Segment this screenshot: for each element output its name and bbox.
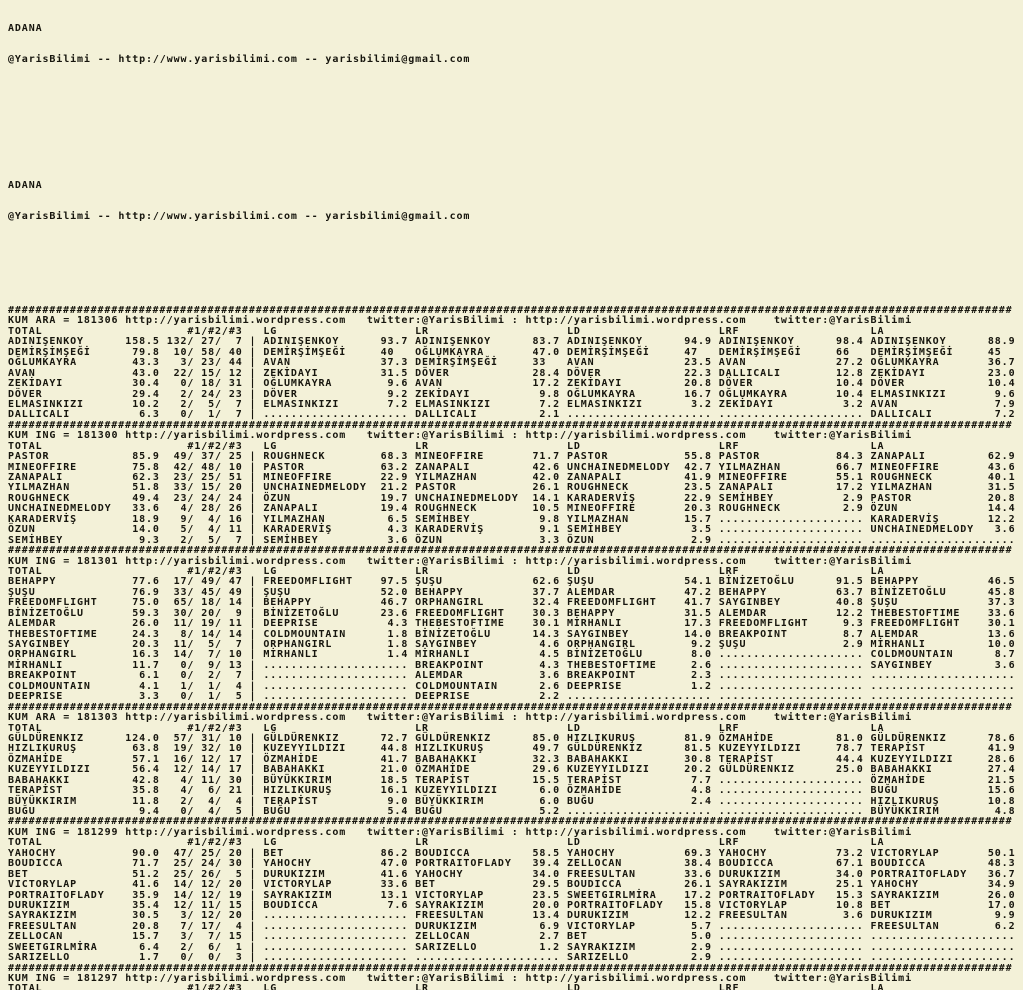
horse-row: COLDMOUNTAIN 4.1 1/ 1/ 4 | .............… <box>8 680 1016 692</box>
horse-row: DEMİRŞİMŞEĞİ 79.8 10/ 58/ 40 | DEMİRŞİMŞ… <box>8 346 1016 358</box>
byline-line: @YarisBilimi -- http://www.yarisbilimi.c… <box>8 54 471 66</box>
horse-row: KARADERVİŞ 18.9 9/ 4/ 16 | YILMAZHAN 6.5… <box>8 513 1016 525</box>
horse-row: BET 51.2 25/ 26/ 5 | DURUKIZIM 41.6 YAHO… <box>8 868 1016 880</box>
race-title-line: KUM ING = 181300 http://yarisbilimi.word… <box>8 430 912 442</box>
horse-row: ŞUŞU 76.9 33/ 45/ 49 | ŞUŞU 52.0 BEHAPPY… <box>8 586 1016 598</box>
horse-row: OĞLUMKAYRA 43.3 3/ 23/ 44 | AVAN 37.3 DE… <box>8 357 1016 369</box>
races: ########################################… <box>8 305 1023 990</box>
race-columns-line: TOTAL #1/#2/#3 LG LR LD LRF LA <box>8 325 885 337</box>
horse-row: BUĞU 9.4 0/ 4/ 5 | BUĞU 5.4 BUĞU 5.2 ...… <box>8 806 1016 817</box>
horse-row: SAYGINBEY 20.3 11/ 5/ 7 | ORPHANGIRL 1.8… <box>8 639 1016 650</box>
horse-row: BREAKPOINT 6.1 0/ 2/ 7 | ...............… <box>8 670 1016 682</box>
hash-separator: ########################################… <box>8 545 1013 557</box>
horse-row: BABAHAKKI 42.8 4/ 11/ 30 | BÜYÜKKIRIM 18… <box>8 774 1016 786</box>
horse-row: MİRHANLI 11.7 0/ 9/ 13 | ...............… <box>8 659 1016 671</box>
horse-row: THEBESTOFTIME 24.3 8/ 14/ 14 | COLDMOUNT… <box>8 628 1016 640</box>
horse-row: BÜYÜKKIRIM 11.8 2/ 4/ 4 | TERAPİST 9.0 B… <box>8 795 1016 807</box>
race-columns-line: TOTAL #1/#2/#3 LG LR LD LRF LA <box>8 983 885 990</box>
hash-separator: ########################################… <box>8 701 1013 713</box>
horse-row: YAHOCHY 90.0 47/ 25/ 20 | BET 86.2 BOUDI… <box>8 847 1016 859</box>
horse-row: AVAN 43.0 22/ 15/ 12 | ZEKİDAYI 31.5 DÖV… <box>8 367 1016 379</box>
horse-row: DURUKIZIM 35.4 12/ 11/ 15 | BOUDICCA 7.6… <box>8 899 1016 911</box>
horse-row: ROUGHNECK 49.4 23/ 24/ 24 | ÖZUN 19.7 UN… <box>8 492 1016 504</box>
horse-row: YILMAZHAN 51.8 33/ 15/ 20 | UNCHAINEDMEL… <box>8 482 1016 494</box>
horse-row: KUZEYYILDIZI 56.4 12/ 14/ 17 | BABAHAKKI… <box>8 764 1016 776</box>
horse-row: FREEDOMFLIGHT 75.0 65/ 18/ 14 | BEHAPPY … <box>8 597 1016 609</box>
hash-separator: ########################################… <box>8 419 1013 431</box>
horse-row: ALEMDAR 26.0 11/ 19/ 11 | DEEPRISE 4.3 T… <box>8 618 1016 630</box>
horse-row: MINEOFFIRE 75.8 42/ 48/ 10 | PASTOR 63.2… <box>8 461 1016 473</box>
horse-row: SAYRAKIZIM 30.5 3/ 12/ 20 | ............… <box>8 910 1016 922</box>
city-line: ADANA <box>8 22 43 34</box>
horse-row: SWEETGIRLMİRA 6.4 2/ 6/ 1 | ............… <box>8 941 1016 953</box>
horse-row: TERAPİST 35.8 4/ 6/ 21 | HIZLIKURUŞ 16.1… <box>8 785 1016 797</box>
horse-row: UNCHAINEDMELODY 33.6 4/ 28/ 26 | ZANAPAL… <box>8 503 1016 515</box>
hash-separator: ########################################… <box>8 816 1013 828</box>
race-title-line: KUM ARA = 181306 http://yarisbilimi.word… <box>8 315 912 327</box>
horse-row: FREESULTAN 20.8 7/ 17/ 4 | .............… <box>8 920 1016 932</box>
horse-row: VICTORYLAP 41.6 14/ 12/ 20 | VICTORYLAP … <box>8 879 1016 891</box>
horse-row: BİNİZETOĞLU 59.3 30/ 20/ 9 | BİNİZETOĞLU… <box>8 607 1016 619</box>
hash-separator: ########################################… <box>8 962 1013 974</box>
blank-line <box>8 275 1023 285</box>
horse-row: ZANAPALI 62.3 23/ 25/ 51 | MINEOFFIRE 22… <box>8 472 1016 483</box>
race-columns-line: TOTAL #1/#2/#3 LG LR LD LRF LA <box>8 440 885 452</box>
horse-row: ADINIŞENKOY 158.5 132/ 27/ 7 | ADINIŞENK… <box>8 336 1016 348</box>
blank-line <box>8 243 1023 253</box>
horse-row: ELMASINKIZI 10.2 2/ 5/ 7 | ELMASINKIZI 7… <box>8 398 1016 410</box>
horse-row: SARIZELLO 1.7 0/ 0/ 3 | ................… <box>8 952 1016 964</box>
horse-row: ÖZUN 14.0 5/ 4/ 11 | KARADERVİŞ 4.3 KARA… <box>8 524 1016 536</box>
race-title-line: KUM ING = 181301 http://yarisbilimi.word… <box>8 555 912 567</box>
horse-row: PASTOR 85.9 49/ 37/ 25 | ROUGHNECK 68.3 … <box>8 451 1016 463</box>
blank-line <box>8 118 1023 128</box>
blank-line <box>8 149 1023 159</box>
horse-row: DALLICALI 6.3 0/ 1/ 7 | ................… <box>8 409 1016 421</box>
byline-line: @YarisBilimi -- http://www.yarisbilimi.c… <box>8 210 471 222</box>
race-columns-line: TOTAL #1/#2/#3 LG LR LD LRF LA <box>8 722 885 734</box>
horse-row: PORTRAITOFLADY 35.9 14/ 12/ 19 | SAYRAKI… <box>8 889 1016 901</box>
race-title-line: KUM ING = 181299 http://yarisbilimi.word… <box>8 826 912 838</box>
horse-row: ZELLOCAN 15.7 3/ 7/ 15 | ...............… <box>8 931 1016 943</box>
horse-row: ZEKİDAYI 30.4 0/ 18/ 31 | OĞLUMKAYRA 9.6… <box>8 378 1016 390</box>
hash-separator: ########################################… <box>8 305 1013 316</box>
horse-row: GÜLDÜRENKIZ 124.0 57/ 31/ 10 | GÜLDÜRENK… <box>8 732 1016 744</box>
race-title-line: KUM ING = 181297 http://yarisbilimi.word… <box>8 973 912 984</box>
race-title-line: KUM ARA = 181303 http://yarisbilimi.word… <box>8 712 912 724</box>
blank-line <box>8 87 1023 97</box>
horse-row: ORPHANGIRL 16.3 14/ 7/ 10 | MİRHANLI 1.4… <box>8 649 1016 661</box>
horse-row: SEMİHBEY 9.3 2/ 5/ 7 | SEMİHBEY 3.6 ÖZUN… <box>8 534 1016 546</box>
horse-row: BOUDICCA 71.7 25/ 24/ 30 | YAHOCHY 47.0 … <box>8 858 1016 870</box>
horse-row: HIZLIKURUŞ 63.8 19/ 32/ 10 | KUZEYYILDIZ… <box>8 743 1016 755</box>
horse-row: DÖVER 29.4 2/ 24/ 23 | DÖVER 9.2 ZEKİDAY… <box>8 388 1016 400</box>
horse-row: BEHAPPY 77.6 17/ 49/ 47 | FREEDOMFLIGHT … <box>8 576 1016 588</box>
city-line: ADANA <box>8 179 43 191</box>
horse-row: DEEPRISE 3.3 0/ 1/ 5 | .................… <box>8 691 1016 703</box>
race-columns-line: TOTAL #1/#2/#3 LG LR LD LRF LA <box>8 837 885 849</box>
race-columns-line: TOTAL #1/#2/#3 LG LR LD LRF LA <box>8 565 885 577</box>
horse-row: ÖZMAHİDE 57.1 16/ 12/ 17 | ÖZMAHİDE 41.7… <box>8 753 1016 765</box>
